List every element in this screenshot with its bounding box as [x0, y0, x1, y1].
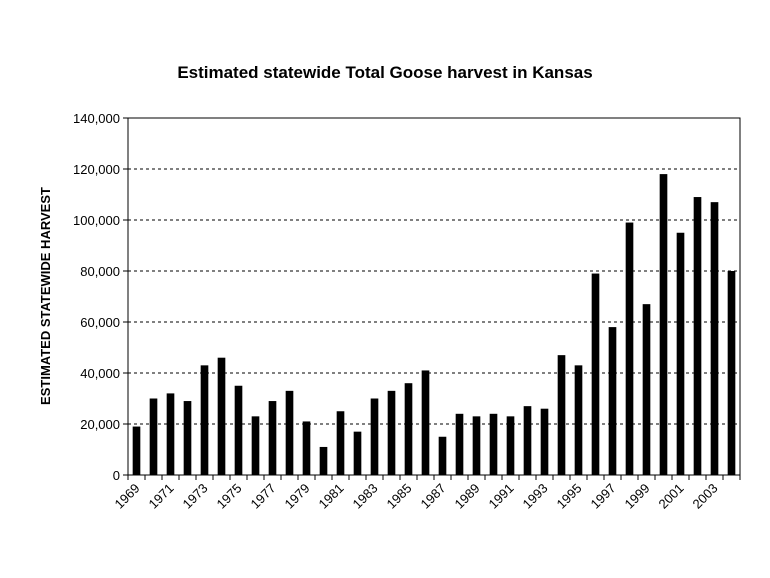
- x-tick-label: 1981: [316, 481, 347, 512]
- bar-2003: [710, 202, 719, 475]
- x-tick-label: 1989: [452, 481, 483, 512]
- bar-2004: [727, 271, 736, 475]
- chart-title: Estimated statewide Total Goose harvest …: [177, 63, 592, 82]
- bar-1969: [132, 426, 141, 475]
- x-tick-label: 1999: [622, 481, 653, 512]
- y-tick-label: 20,000: [80, 417, 120, 432]
- bars: [132, 174, 736, 476]
- x-tick-label: 1971: [146, 481, 177, 512]
- bar-1989: [472, 416, 481, 475]
- bar-1976: [251, 416, 260, 475]
- bar-1978: [285, 390, 294, 475]
- x-tick-label: 1987: [418, 481, 449, 512]
- bar-1999: [642, 304, 651, 475]
- bar-1974: [217, 357, 226, 475]
- x-tick-label: 1997: [588, 481, 619, 512]
- bar-1988: [455, 413, 464, 475]
- bar-1995: [574, 365, 583, 475]
- y-tick-label: 140,000: [73, 111, 120, 126]
- x-tick-labels: 1969 1971 1973 1975 1977 1979 1981 1983 1985 1987…: [112, 481, 721, 512]
- bar-1990: [489, 413, 498, 475]
- y-tick-label: 100,000: [73, 213, 120, 228]
- bar-1985: [404, 383, 413, 475]
- bar-1975: [234, 385, 243, 475]
- y-tick-label: 120,000: [73, 162, 120, 177]
- bar-1980: [319, 446, 328, 475]
- bar-1996: [591, 273, 600, 475]
- y-axis-label: ESTIMATED STATEWIDE HARVEST: [38, 187, 53, 405]
- bar-1984: [387, 390, 396, 475]
- bar-1970: [149, 398, 158, 475]
- bar-1983: [370, 398, 379, 475]
- bar-1991: [506, 416, 515, 475]
- bar-1998: [625, 222, 634, 475]
- x-tick-label: 1991: [486, 481, 517, 512]
- bar-1971: [166, 393, 175, 475]
- bar-1992: [523, 406, 532, 475]
- bar-2000: [659, 174, 668, 475]
- x-tick-label: 1975: [214, 481, 245, 512]
- bar-1977: [268, 401, 277, 475]
- axes: [123, 117, 741, 480]
- bar-2002: [693, 197, 702, 476]
- x-tick-label: 1985: [384, 481, 415, 512]
- y-tick-label: 0: [113, 468, 120, 483]
- x-tick-label: 1973: [180, 481, 211, 512]
- x-tick-label: 1979: [282, 481, 313, 512]
- bar-1997: [608, 327, 617, 475]
- bar-1973: [200, 365, 209, 475]
- bar-1987: [438, 436, 447, 475]
- x-tick-label: 1983: [350, 481, 381, 512]
- bar-1981: [336, 411, 345, 475]
- bar-1994: [557, 355, 566, 475]
- x-tick-label: 2001: [656, 481, 687, 512]
- bar-1979: [302, 421, 311, 475]
- y-tick-label: 40,000: [80, 366, 120, 381]
- bar-2001: [676, 232, 685, 475]
- x-tick-label: 1995: [554, 481, 585, 512]
- bar-1986: [421, 370, 430, 475]
- y-tick-label: 60,000: [80, 315, 120, 330]
- x-tick-label: 2003: [690, 481, 721, 512]
- bar-1993: [540, 408, 549, 475]
- x-tick-label: 1977: [248, 481, 279, 512]
- y-tick-label: 80,000: [80, 264, 120, 279]
- x-tick-label: 1969: [112, 481, 143, 512]
- x-tick-label: 1993: [520, 481, 551, 512]
- bar-1982: [353, 431, 362, 475]
- bar-1972: [183, 401, 192, 475]
- y-tick-labels: 0 20,000 40,000 60,000 80,000 100,000 120,000 1…: [73, 111, 120, 483]
